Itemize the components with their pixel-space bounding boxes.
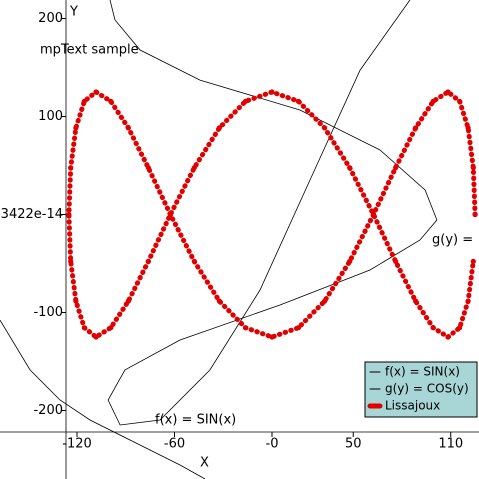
point: [347, 165, 353, 171]
legend-label: f(x) = SIN(x): [385, 365, 460, 379]
point: [81, 98, 87, 104]
point: [108, 325, 114, 331]
x-tick-label: 50: [345, 437, 362, 452]
y-tick-label: 3422e-14: [1, 207, 63, 222]
point: [73, 298, 79, 304]
point: [68, 258, 74, 264]
point: [413, 298, 419, 304]
point: [465, 298, 471, 304]
point: [413, 125, 419, 131]
legend-box: [364, 361, 478, 418]
point: [457, 98, 463, 104]
point: [445, 334, 451, 340]
x-tick-label: 110: [438, 437, 463, 452]
x-tick-label: -0: [266, 437, 279, 452]
point: [108, 98, 114, 104]
point: [191, 165, 197, 171]
point: [430, 98, 436, 104]
point: [269, 334, 275, 340]
point: [370, 211, 377, 218]
function-curve: [107, 0, 438, 426]
point: [145, 258, 151, 264]
point: [167, 211, 174, 218]
point: [125, 125, 131, 131]
point: [470, 258, 476, 264]
point: [191, 258, 197, 264]
point: [81, 325, 87, 331]
point: [93, 89, 99, 95]
point: [322, 298, 328, 304]
legend-label: g(y) = COS(y): [385, 382, 469, 396]
point: [445, 89, 451, 95]
point: [242, 325, 249, 331]
point: [465, 125, 471, 131]
point: [73, 125, 79, 131]
lissajous-curve: [66, 88, 478, 341]
point: [470, 165, 476, 171]
x-tick-label: -120: [62, 437, 92, 452]
x-tick-label: -60: [164, 437, 185, 452]
point: [322, 125, 328, 131]
point: [295, 325, 302, 331]
y-tick-label: 100: [38, 109, 63, 124]
legend-label: Lissajoux: [385, 399, 440, 413]
point: [216, 298, 222, 304]
point: [457, 325, 463, 331]
point: [93, 334, 99, 340]
y-tick-label: 200: [38, 11, 63, 26]
point: [393, 258, 399, 264]
point: [269, 89, 275, 95]
point: [393, 165, 399, 171]
annotation: g(y) =: [432, 233, 473, 248]
annotation: f(x) = SIN(x): [155, 413, 236, 428]
y-tick-label: -200: [33, 403, 63, 418]
point: [66, 211, 72, 218]
point: [347, 258, 353, 264]
point: [430, 325, 436, 331]
x-axis-label: X: [200, 456, 209, 471]
point: [295, 98, 302, 104]
point: [242, 98, 249, 104]
point: [216, 125, 222, 131]
point: [145, 165, 151, 171]
y-axis-label: Y: [69, 5, 78, 20]
annotation: mpText sample: [40, 43, 139, 58]
point: [472, 211, 478, 218]
y-tick-label: -100: [33, 305, 63, 320]
point: [125, 298, 131, 304]
function-curve: [0, 319, 206, 479]
point: [68, 165, 74, 171]
